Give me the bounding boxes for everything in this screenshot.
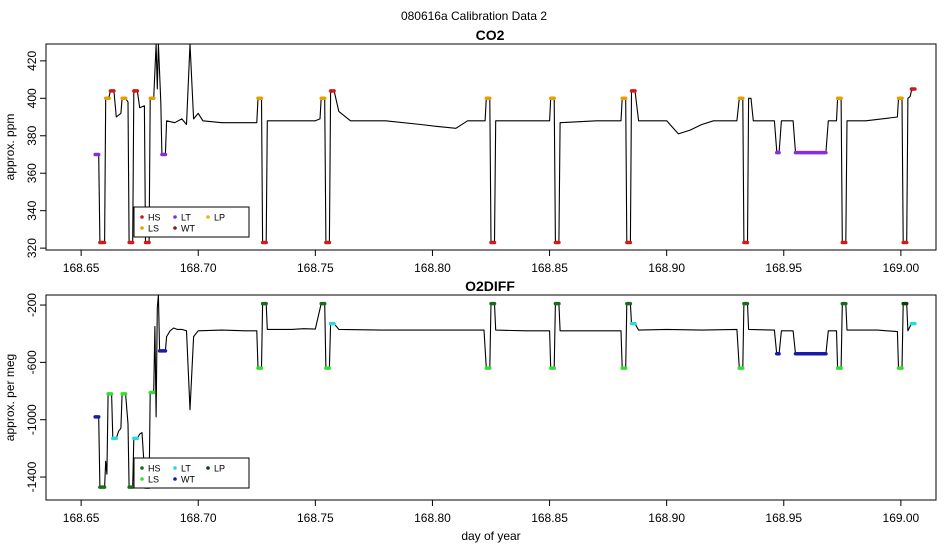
figure-title: 080616a Calibration Data 2: [401, 9, 547, 23]
co2-x-tick-label: 169.00: [883, 261, 920, 275]
o2diff-legend-swatch-ls: [140, 477, 144, 481]
co2-legend-swatch-hs: [140, 215, 144, 219]
co2-y-tick-label: 340: [25, 200, 39, 220]
o2diff-y-tick-label: -1400: [25, 461, 39, 492]
o2diff-legend-swatch-hs: [140, 466, 144, 470]
o2diff-y-tick-label: -600: [25, 350, 39, 374]
co2-x-tick-label: 168.90: [648, 261, 685, 275]
co2-x-tick-label: 168.75: [297, 261, 334, 275]
co2-y-tick-label: 380: [25, 125, 39, 145]
o2diff-x-tick-label: 168.85: [531, 511, 568, 525]
co2-y-axis-label: approx. ppm: [3, 114, 17, 181]
o2diff-panel: O2DIFF 168.65 168.70 168.75 168.80 168.85 168.…: [3, 278, 937, 543]
co2-y-tick-label: 400: [25, 88, 39, 108]
o2diff-plot-frame: [45, 294, 937, 501]
co2-y-tick-label: 320: [25, 238, 39, 258]
o2diff-legend-label: WT: [181, 475, 195, 485]
o2diff-x-tick-label: 168.90: [648, 511, 685, 525]
co2-legend-box: [133, 206, 250, 238]
o2diff-y-axis-label: approx. per meg: [3, 354, 17, 441]
co2-legend-swatch-ls: [140, 226, 144, 230]
co2-legend-label: HS: [148, 213, 161, 223]
co2-x-tick-label: 168.80: [414, 261, 451, 275]
o2diff-x-tick-label: 169.00: [883, 511, 920, 525]
o2diff-legend-swatch-wt: [173, 477, 177, 481]
o2diff-legend-swatch-lp: [206, 466, 210, 470]
co2-legend-label: WT: [181, 224, 195, 234]
co2-legend-swatch-lt: [173, 215, 177, 219]
o2diff-legend-label: LP: [214, 464, 225, 474]
o2diff-legend-box: [133, 457, 250, 489]
co2-y-tick-label: 420: [25, 51, 39, 71]
co2-legend-label: LS: [148, 224, 159, 234]
co2-x-tick-label: 168.95: [765, 261, 802, 275]
co2-x-tick-label: 168.65: [63, 261, 100, 275]
o2diff-x-tick-label: 168.95: [765, 511, 802, 525]
co2-x-tick-label: 168.85: [531, 261, 568, 275]
o2diff-legend-label: HS: [148, 464, 161, 474]
o2diff-legend-label: LS: [148, 475, 159, 485]
co2-plot-frame: [45, 43, 937, 251]
o2diff-legend-label: LT: [181, 464, 191, 474]
o2diff-y-tick-label: -1000: [25, 404, 39, 435]
o2diff-x-tick-label: 168.65: [63, 511, 100, 525]
co2-legend-label: LT: [181, 213, 191, 223]
o2diff-x-tick-label: 168.70: [180, 511, 217, 525]
co2-panel: CO2 168.65 168.70 168.75 168.80 168.85 168.90 1…: [3, 27, 937, 275]
o2diff-y-tick-label: -200: [25, 293, 39, 317]
o2diff-chart-title: O2DIFF: [465, 278, 515, 294]
co2-legend-swatch-wt: [173, 226, 177, 230]
o2diff-x-tick-label: 168.75: [297, 511, 334, 525]
co2-legend-label: LP: [214, 213, 225, 223]
co2-x-tick-label: 168.70: [180, 261, 217, 275]
o2diff-x-axis-label: day of year: [461, 529, 520, 543]
co2-legend-swatch-lp: [206, 215, 210, 219]
o2diff-legend-swatch-lt: [173, 466, 177, 470]
co2-chart-title: CO2: [476, 27, 505, 43]
o2diff-x-tick-label: 168.80: [414, 511, 451, 525]
co2-y-tick-label: 360: [25, 163, 39, 183]
